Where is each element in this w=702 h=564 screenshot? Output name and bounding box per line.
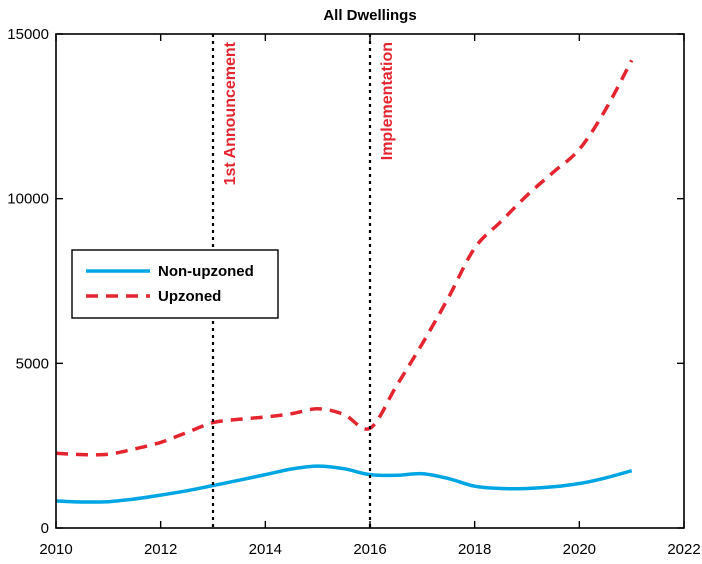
y-tick-label-1: 5000 (16, 355, 49, 372)
legend-label-upzoned: Upzoned (158, 288, 221, 305)
legend-box (71, 249, 279, 319)
axis-layer: 2010 2012 2014 2016 2018 2020 2022 0 5000 10000 15… (7, 26, 700, 558)
legend: Non-upzoned Upzoned (71, 249, 279, 319)
series-layer (55, 59, 634, 504)
x-tick-label-3: 2016 (353, 541, 386, 558)
x-tick-label-4: 2018 (458, 541, 491, 558)
y-tick-label-3: 15000 (7, 26, 49, 43)
x-tick-label-5: 2020 (563, 541, 596, 558)
y-tick-label-2: 10000 (7, 191, 49, 208)
event-label-2: Implementation (379, 42, 396, 160)
x-tick-label-6: 2022 (667, 541, 700, 558)
x-tick-label-0: 2010 (39, 541, 72, 558)
series-line-non-upzoned (55, 464, 633, 504)
y-tick-label-0: 0 (41, 520, 49, 537)
event-label-1: 1st Announcement (222, 41, 239, 185)
x-tick-label-1: 2012 (144, 541, 177, 558)
x-tick-label-2: 2014 (249, 541, 282, 558)
chart-title: All Dwellings (323, 7, 416, 24)
legend-label-non-upzoned: Non-upzoned (158, 263, 254, 280)
